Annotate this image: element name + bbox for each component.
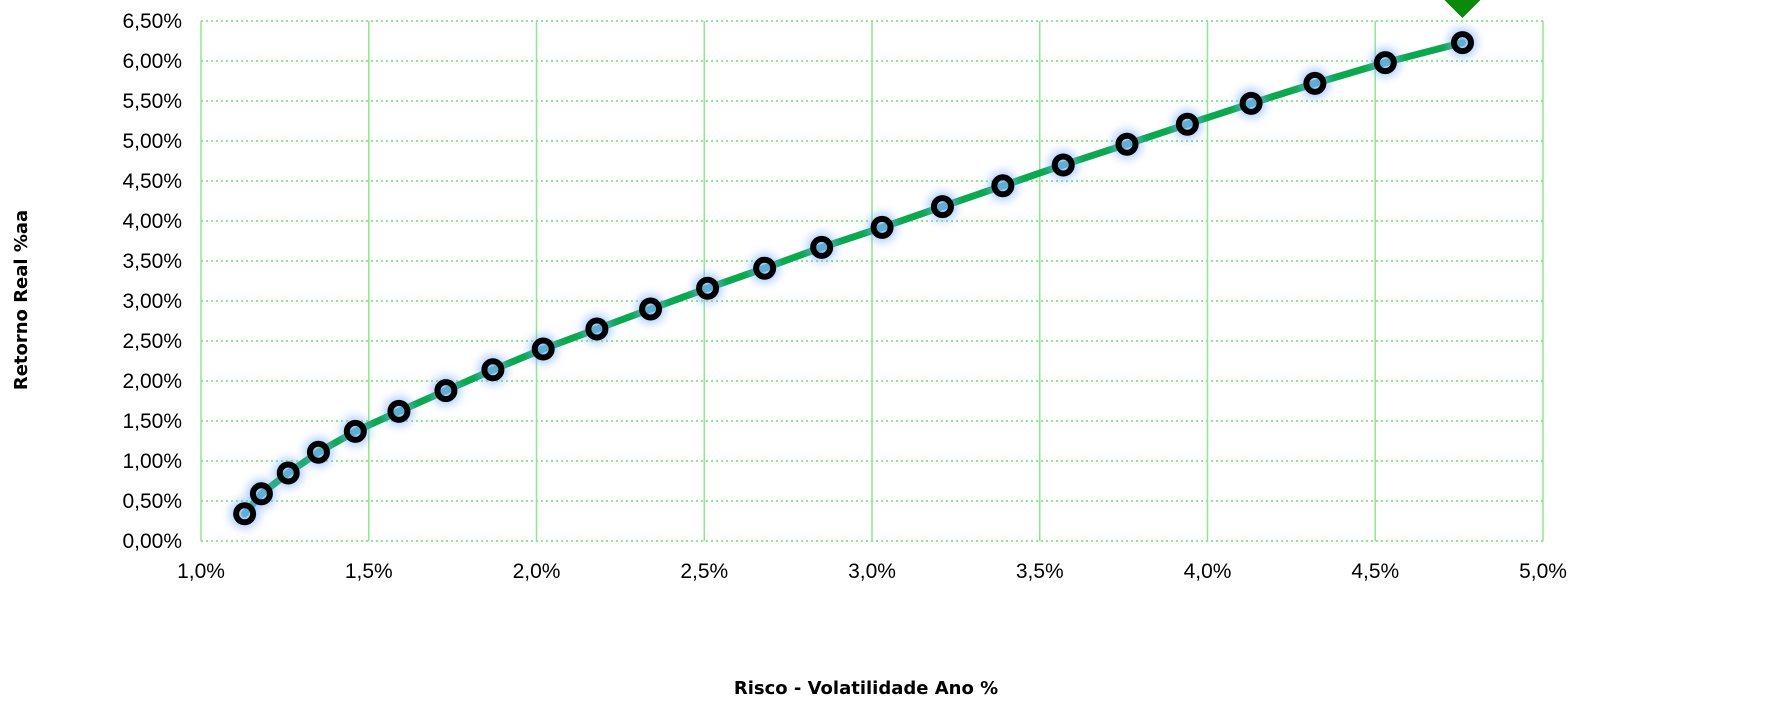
y-tick-label: 4,50% [122,170,182,193]
x-tick-label: 5,0% [1519,560,1567,583]
data-point [1175,112,1199,136]
y-tick-label: 2,50% [122,330,182,353]
marker-glow-group [230,28,1477,528]
series-line [241,39,1466,518]
data-point [249,482,273,506]
data-point [276,461,300,485]
x-tick-label: 2,0% [513,560,561,583]
data-point [481,358,505,382]
y-axis-title: Retorno Real %aa [11,210,32,390]
data-point [1303,71,1327,95]
y-tick-label: 1,00% [122,450,182,473]
x-tick-label: 3,0% [848,560,896,583]
x-tick-labels: 1,0% 1,5% 2,0% 2,5% 3,0% 3,5% 4,0% 4,5% 5,0% [177,560,1567,583]
y-tick-label: 0,00% [122,530,182,553]
x-tick-label: 1,0% [177,560,225,583]
y-tick-label: 6,50% [122,10,182,33]
y-tick-label: 5,50% [122,90,182,113]
y-tick-label: 6,00% [122,50,182,73]
x-tick-label: 4,5% [1351,560,1399,583]
data-point [753,256,777,280]
data-point [585,317,609,341]
y-tick-label: 3,00% [122,290,182,313]
x-axis-title: Risco - Volatilidade Ano % [734,678,998,699]
grid [200,20,1544,542]
data-point [810,235,834,259]
data-point [870,215,894,239]
y-tick-label: 3,50% [122,250,182,273]
marker-group [233,31,1474,526]
data-point [639,297,663,321]
data-point [343,419,367,443]
data-point [1115,132,1139,156]
series-line-group [241,39,1466,518]
y-tick-label: 0,50% [122,490,182,513]
data-point [696,276,720,300]
data-point [1373,51,1397,75]
x-tick-label: 1,5% [345,560,393,583]
y-tick-labels: 0,00% 0,50% 1,00% 1,50% 2,00% 2,50% 3,00% 3,50%… [122,10,182,553]
data-point [233,502,257,526]
x-tick-label: 2,5% [680,560,728,583]
y-tick-label: 4,00% [122,210,182,233]
x-tick-label: 4,0% [1184,560,1232,583]
data-point [531,337,555,361]
data-point [1239,91,1263,115]
data-point [991,174,1015,198]
data-point [387,399,411,423]
highlight-group [1444,0,1481,18]
highlight-marker [1444,0,1481,18]
y-tick-label: 5,00% [122,130,182,153]
data-point [1051,153,1075,177]
data-point [930,195,954,219]
data-point [434,379,458,403]
x-tick-label: 3,5% [1016,560,1064,583]
data-point [1450,31,1474,55]
y-tick-label: 1,50% [122,410,182,433]
y-tick-label: 2,00% [122,370,182,393]
data-point [306,440,330,464]
